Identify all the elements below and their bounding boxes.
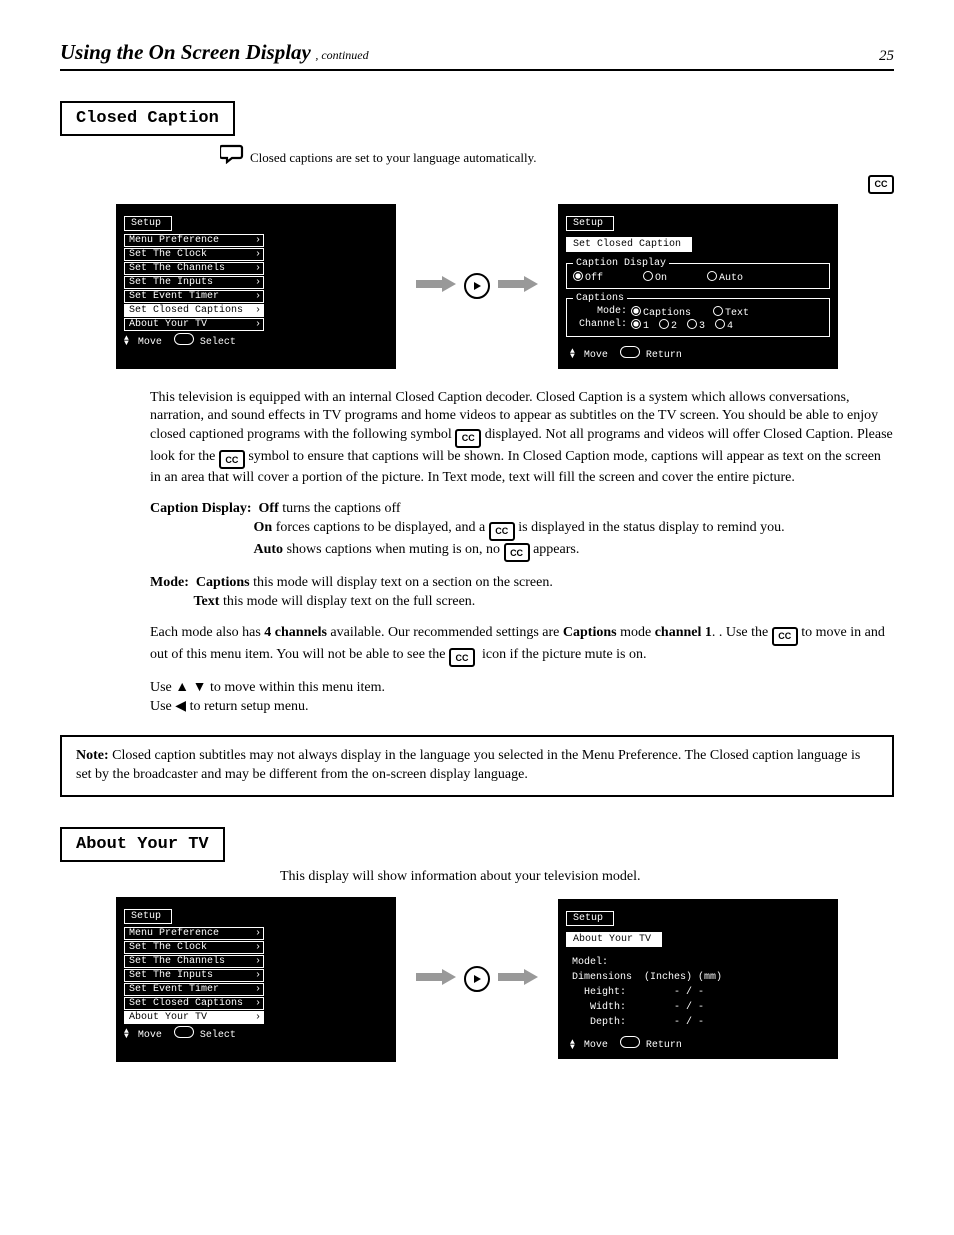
osd-about-tv: Setup About Your TV Model: Dimensions (I… — [558, 899, 838, 1059]
osd-setup-item: Set The Clock› — [124, 941, 264, 954]
osd-status-select: Select — [200, 337, 236, 348]
mode-label: Mode: — [573, 306, 627, 319]
arrow-right-icon — [498, 969, 538, 990]
osd-status-move3: Move — [138, 1030, 162, 1041]
osd-setup-item: Set The Channels› — [124, 955, 264, 968]
figure-row-1: Setup Menu Preference›Set The Clock›Set … — [60, 204, 894, 369]
osd-radio-option: 4 — [715, 319, 733, 332]
osd-subtab-about: About Your TV — [566, 932, 662, 947]
osd-caption-display-group: Caption Display Off On Auto — [566, 258, 830, 289]
osd-tab-setup2: Setup — [566, 216, 614, 231]
osd-status-move2: Move — [584, 350, 608, 361]
channel-note-para: Each mode also has 4 channels available.… — [150, 624, 894, 667]
osd-status-return2: Return — [646, 1040, 682, 1051]
osd-status-move4: Move — [584, 1040, 608, 1051]
note-box: Note: Closed caption subtitles may not a… — [60, 735, 894, 797]
section-about-tv: About Your TV — [60, 827, 225, 862]
osd-setup-item: About Your TV› — [124, 318, 264, 331]
osd-setup-item: Set Closed Captions› — [124, 997, 264, 1010]
osd-radio-option: On — [643, 271, 667, 284]
osd-setup-item: Set The Inputs› — [124, 276, 264, 289]
osd-cc-menu: Setup Set Closed Caption Caption Display… — [558, 204, 838, 369]
osd-setup-item: About Your TV› — [124, 1011, 264, 1024]
channel-label: Channel: — [573, 319, 627, 332]
osd-radio-option: Text — [713, 306, 749, 319]
osd-setup-item: Set Event Timer› — [124, 983, 264, 996]
arrow-right-icon — [416, 969, 456, 990]
about-tv-body: Model: Dimensions (Inches) (mm) Height: … — [572, 955, 830, 1030]
osd-setup-item: Set The Channels› — [124, 262, 264, 275]
page-number: 25 — [879, 48, 894, 65]
figure-row-2: Setup Menu Preference›Set The Clock›Set … — [60, 897, 894, 1062]
captions-legend: Captions — [573, 293, 627, 304]
osd-setup-menu: Setup Menu Preference›Set The Clock›Set … — [116, 204, 396, 369]
cc-icon: CC — [868, 175, 894, 194]
osd-radio-option: 2 — [659, 319, 677, 332]
osd-setup-item: Set Event Timer› — [124, 290, 264, 303]
osd-radio-option: Off — [573, 271, 603, 284]
osd-radio-option: Captions — [631, 306, 691, 319]
about-tv-intro: This display will show information about… — [280, 868, 894, 887]
nav-para: Use ▲ ▼ to move within this menu item. U… — [150, 679, 894, 717]
page-title-sub: , continued — [315, 48, 368, 62]
osd-setup-item: Menu Preference› — [124, 234, 264, 247]
speech-bubble-icon — [220, 144, 244, 171]
cc-tip: Closed captions are set to your language… — [250, 149, 537, 167]
osd-setup-item: Set The Clock› — [124, 248, 264, 261]
mode-para: Mode: Captions this mode will display te… — [150, 574, 894, 612]
osd-subtab-cc: Set Closed Caption — [566, 237, 692, 252]
osd-tab-setup4: Setup — [566, 911, 614, 926]
cc-icon: CC — [489, 522, 515, 541]
page-title: Using the On Screen Display — [60, 40, 311, 64]
osd-status-return: Return — [646, 350, 682, 361]
osd-setup-item: Set Closed Captions› — [124, 304, 264, 317]
cc-icon: CC — [455, 429, 481, 448]
section-closed-caption: Closed Caption — [60, 101, 235, 136]
cc-intro-para: This television is equipped with an inte… — [150, 389, 894, 489]
osd-captions-group: Captions Mode: Captions Text Channel: 123… — [566, 293, 830, 337]
cc-icon: CC — [219, 450, 245, 469]
osd-radio-option: 1 — [631, 319, 649, 332]
cc-icon: CC — [449, 648, 475, 667]
arrow-right-icon — [498, 276, 538, 297]
cc-icon: CC — [772, 627, 798, 646]
arrow-right-icon — [416, 276, 456, 297]
osd-tab-setup3: Setup — [124, 909, 172, 924]
osd-tab-setup: Setup — [124, 216, 172, 231]
osd-setup-item: Set The Inputs› — [124, 969, 264, 982]
cc-icon: CC — [504, 543, 530, 562]
osd-setup-menu-2: Setup Menu Preference›Set The Clock›Set … — [116, 897, 396, 1062]
osd-setup-item: Menu Preference› — [124, 927, 264, 940]
play-icon — [464, 966, 490, 992]
caption-display-para: Caption Display: Off turns the captions … — [150, 500, 894, 562]
osd-radio-option: Auto — [707, 271, 743, 284]
osd-radio-option: 3 — [687, 319, 705, 332]
osd-status-move: Move — [138, 337, 162, 348]
play-icon — [464, 273, 490, 299]
caption-display-legend: Caption Display — [573, 258, 669, 269]
osd-status-select2: Select — [200, 1030, 236, 1041]
